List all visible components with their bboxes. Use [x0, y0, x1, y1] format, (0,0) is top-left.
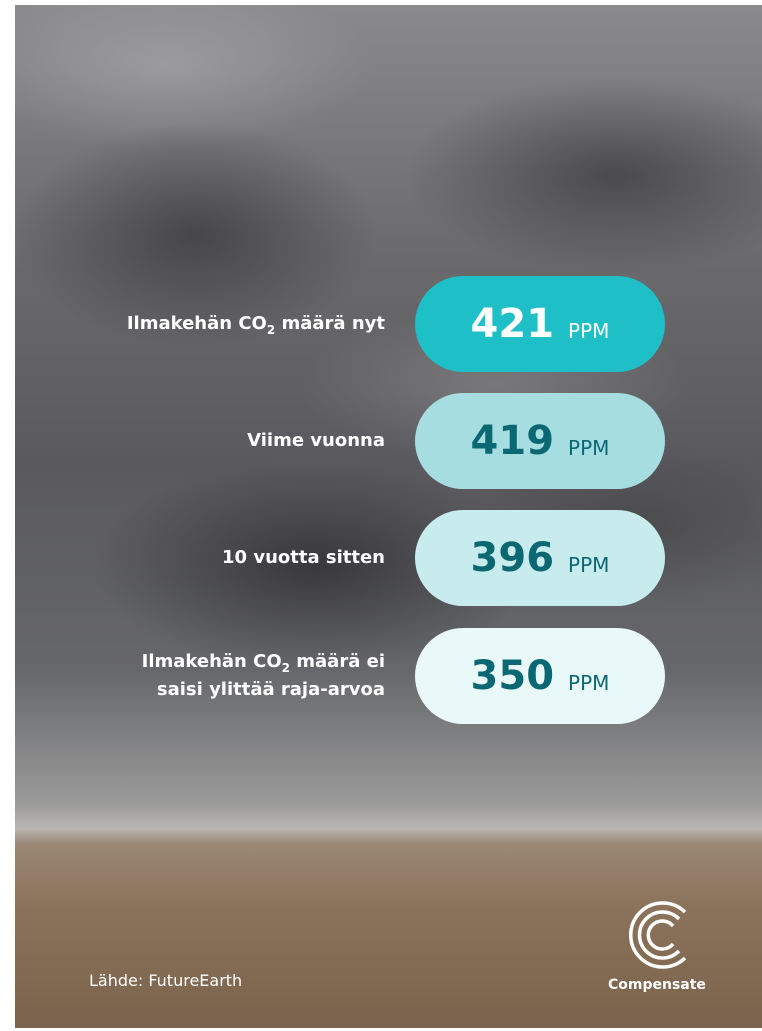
- unit: PPM: [568, 553, 609, 577]
- label-text: Ilmakehän CO: [127, 313, 267, 334]
- source: Lähde: FutureEarth: [89, 971, 242, 990]
- label-text: Ilmakehän CO: [142, 651, 282, 672]
- value-pill: 421 PPM: [415, 276, 665, 372]
- brand: Compensate: [608, 977, 706, 993]
- value: 419: [471, 418, 555, 464]
- row-label: Viime vuonna: [55, 427, 385, 455]
- row-label: Ilmakehän CO2 määrä nyt: [55, 310, 385, 338]
- subscript: 2: [282, 661, 290, 675]
- label-line: Viime vuonna: [55, 427, 385, 455]
- label-text: määrä ei: [290, 651, 385, 672]
- row-label: 10 vuotta sitten: [55, 544, 385, 572]
- label-line: saisi ylittää raja-arvoa: [55, 676, 385, 704]
- unit: PPM: [568, 436, 609, 460]
- value: 350: [471, 653, 555, 699]
- label-text: saisi ylittää raja-arvoa: [157, 679, 385, 700]
- logo: [627, 900, 697, 970]
- unit: PPM: [568, 319, 609, 343]
- page: {"rows": [ {"label": [[{"text": "Ilmakeh…: [0, 0, 762, 1031]
- subscript: 2: [267, 323, 275, 337]
- value: 396: [471, 535, 555, 581]
- value-pill: 396 PPM: [415, 510, 665, 606]
- label-text: 10 vuotta sitten: [222, 547, 385, 568]
- row-label: Ilmakehän CO2 määrä ei saisi ylittää raja…: [55, 648, 385, 704]
- label-line: Ilmakehän CO2 määrä nyt: [55, 310, 385, 338]
- label-line: 10 vuotta sitten: [55, 544, 385, 572]
- label-line: Ilmakehän CO2 määrä ei: [55, 648, 385, 676]
- value-pill: 419 PPM: [415, 393, 665, 489]
- value-pill: 350 PPM: [415, 628, 665, 724]
- label-text: Viime vuonna: [247, 430, 385, 451]
- value: 421: [471, 301, 555, 347]
- unit: PPM: [568, 671, 609, 695]
- label-text: määrä nyt: [275, 313, 385, 334]
